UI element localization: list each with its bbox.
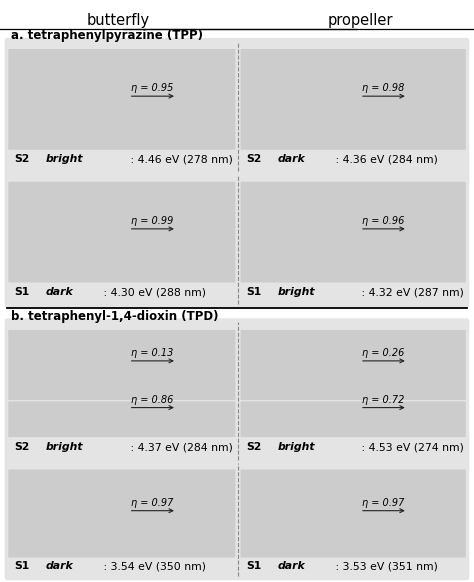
Text: dark: dark: [46, 287, 73, 297]
Text: η = 0.86: η = 0.86: [131, 395, 173, 404]
Text: dark: dark: [46, 561, 73, 571]
Text: bright: bright: [278, 287, 315, 297]
Text: S1: S1: [14, 287, 29, 297]
Text: η = 0.95: η = 0.95: [131, 83, 173, 93]
FancyBboxPatch shape: [240, 182, 466, 282]
FancyBboxPatch shape: [8, 182, 236, 282]
Text: η = 0.13: η = 0.13: [131, 348, 173, 358]
Text: η = 0.99: η = 0.99: [131, 216, 173, 226]
FancyBboxPatch shape: [8, 330, 236, 400]
Text: a. tetraphenylpyrazine (TPP): a. tetraphenylpyrazine (TPP): [11, 29, 203, 42]
Text: S2: S2: [14, 442, 29, 452]
Text: S2: S2: [14, 154, 29, 165]
Text: : 4.37 eV (284 nm): : 4.37 eV (284 nm): [127, 442, 233, 452]
FancyBboxPatch shape: [240, 470, 466, 558]
Text: bright: bright: [46, 154, 83, 165]
Text: bright: bright: [46, 442, 83, 452]
Text: : 4.32 eV (287 nm): : 4.32 eV (287 nm): [358, 287, 464, 297]
FancyBboxPatch shape: [240, 49, 466, 150]
Text: S2: S2: [246, 442, 262, 452]
Text: dark: dark: [278, 561, 306, 571]
Text: propeller: propeller: [328, 13, 393, 28]
Text: S1: S1: [246, 287, 262, 297]
Text: η = 0.97: η = 0.97: [362, 498, 405, 508]
FancyBboxPatch shape: [240, 330, 466, 400]
Text: : 4.53 eV (274 nm): : 4.53 eV (274 nm): [358, 442, 464, 452]
FancyBboxPatch shape: [8, 470, 236, 558]
Text: S1: S1: [246, 561, 262, 571]
Text: dark: dark: [278, 154, 306, 165]
FancyBboxPatch shape: [240, 402, 466, 437]
Text: : 3.53 eV (351 nm): : 3.53 eV (351 nm): [332, 561, 438, 571]
Text: S2: S2: [246, 154, 262, 165]
Text: : 4.36 eV (284 nm): : 4.36 eV (284 nm): [332, 154, 438, 165]
Text: η = 0.98: η = 0.98: [362, 83, 405, 93]
Text: b. tetraphenyl-1,4-dioxin (TPD): b. tetraphenyl-1,4-dioxin (TPD): [11, 310, 219, 322]
Text: : 4.30 eV (288 nm): : 4.30 eV (288 nm): [100, 287, 206, 297]
Text: : 4.46 eV (278 nm): : 4.46 eV (278 nm): [127, 154, 233, 165]
Text: η = 0.72: η = 0.72: [362, 395, 405, 404]
Text: η = 0.97: η = 0.97: [131, 498, 173, 508]
Text: butterfly: butterfly: [87, 13, 150, 28]
FancyBboxPatch shape: [8, 49, 236, 150]
Text: η = 0.26: η = 0.26: [362, 348, 405, 358]
Text: bright: bright: [278, 442, 315, 452]
Text: η = 0.96: η = 0.96: [362, 216, 405, 226]
Text: S1: S1: [14, 561, 29, 571]
Text: : 3.54 eV (350 nm): : 3.54 eV (350 nm): [100, 561, 206, 571]
FancyBboxPatch shape: [8, 402, 236, 437]
